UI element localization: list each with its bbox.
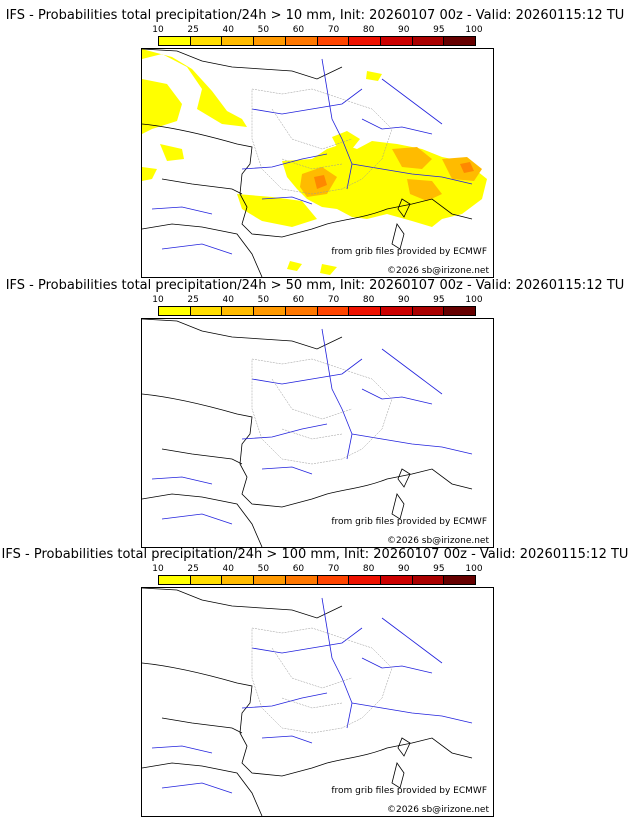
colorbar-swatch xyxy=(317,307,350,315)
map-100mm: from grib files provided by ECMWF ©2026 … xyxy=(141,587,494,817)
colorbar-swatch xyxy=(159,576,191,584)
colorbar-swatch xyxy=(317,576,350,584)
colorbar-tick-label: 25 xyxy=(187,295,199,305)
colorbar-tick-label: 25 xyxy=(187,25,199,35)
colorbar-tick-label: 90 xyxy=(398,25,410,35)
colorbar-tick-label: 70 xyxy=(327,25,340,35)
colorbar xyxy=(158,575,476,585)
coastlines xyxy=(142,588,473,816)
coastlines xyxy=(142,49,473,277)
colorbar-tick-label: 60 xyxy=(292,295,305,305)
colorbar-tick-label: 95 xyxy=(433,564,445,574)
copyright-text: ©2026 sb@irizone.net xyxy=(387,805,489,815)
colorbar-swatch xyxy=(159,307,191,315)
colorbar-tick-label: 25 xyxy=(187,564,199,574)
coastlines xyxy=(142,319,473,547)
colorbar-swatch xyxy=(317,37,350,45)
colorbar-swatch xyxy=(412,307,445,315)
colorbar-tick-label: 95 xyxy=(433,295,445,305)
panel-title: IFS - Probabilities total precipitation/… xyxy=(5,278,625,293)
borders xyxy=(251,88,393,195)
colorbar-swatch xyxy=(380,307,413,315)
colorbar-swatch xyxy=(159,37,191,45)
colorbar-tick-label: 90 xyxy=(398,564,410,574)
borders xyxy=(251,627,393,734)
colorbar-swatch xyxy=(190,307,223,315)
colorbar-tick-label: 80 xyxy=(362,25,375,35)
colorbar-tick-label: 90 xyxy=(398,295,410,305)
colorbar-swatch xyxy=(222,576,255,584)
colorbar-tick-label: 80 xyxy=(362,564,375,574)
colorbar-labels: 10 25 40 50 60 70 80 90 95 100 xyxy=(152,25,482,35)
colorbar-tick-label: 40 xyxy=(222,564,234,574)
colorbar-tick-label: 60 xyxy=(292,564,305,574)
colorbar-swatch xyxy=(349,307,381,315)
colorbar-tick-label: 100 xyxy=(465,564,483,574)
credit-text: from grib files provided by ECMWF xyxy=(331,786,487,796)
colorbar-swatch xyxy=(380,37,413,45)
panel-10mm: IFS - Probabilities total precipitation/… xyxy=(0,8,630,278)
rivers xyxy=(151,597,473,794)
copyright-text: ©2026 sb@irizone.net xyxy=(387,536,489,546)
colorbar-labels: 10 25 40 50 60 70 80 90 95 100 xyxy=(152,564,482,574)
colorbar-swatch xyxy=(190,37,223,45)
colorbar-swatch xyxy=(222,37,255,45)
colorbar-tick-label: 60 xyxy=(292,25,305,35)
colorbar-tick-label: 50 xyxy=(257,25,270,35)
colorbar-swatch xyxy=(254,576,286,584)
colorbar-tick-label: 50 xyxy=(257,295,270,305)
copyright-text: ©2026 sb@irizone.net xyxy=(387,266,489,276)
colorbar-swatch xyxy=(412,576,445,584)
colorbar-swatch xyxy=(285,37,318,45)
colorbar-tick-label: 95 xyxy=(433,25,445,35)
map-10mm: from grib files provided by ECMWF ©2026 … xyxy=(141,48,494,278)
map-50mm: from grib files provided by ECMWF ©2026 … xyxy=(141,318,494,548)
colorbar xyxy=(158,36,476,46)
map-svg xyxy=(142,319,473,547)
colorbar-tick-label: 10 xyxy=(152,25,164,35)
panel-50mm: IFS - Probabilities total precipitation/… xyxy=(0,278,630,548)
colorbar-tick-label: 40 xyxy=(222,25,234,35)
colorbar-tick-label: 50 xyxy=(257,564,270,574)
rivers xyxy=(151,58,473,255)
colorbar-tick-label: 10 xyxy=(152,564,164,574)
colorbar-swatch xyxy=(444,307,476,315)
panel-100mm: IFS - Probabilities total precipitation/… xyxy=(0,547,630,827)
colorbar-swatch xyxy=(285,307,318,315)
colorbar-swatch xyxy=(444,576,476,584)
colorbar-swatch xyxy=(412,37,445,45)
colorbar-swatch xyxy=(444,37,476,45)
colorbar-tick-label: 10 xyxy=(152,295,164,305)
borders xyxy=(251,358,393,465)
colorbar-swatch xyxy=(349,37,381,45)
colorbar-tick-label: 100 xyxy=(465,295,483,305)
colorbar-labels: 10 25 40 50 60 70 80 90 95 100 xyxy=(152,295,482,305)
colorbar-swatch xyxy=(285,576,318,584)
panel-title: IFS - Probabilities total precipitation/… xyxy=(5,8,625,23)
rivers xyxy=(151,328,473,525)
credit-text: from grib files provided by ECMWF xyxy=(331,247,487,257)
colorbar-swatch xyxy=(349,576,381,584)
credit-text: from grib files provided by ECMWF xyxy=(331,517,487,527)
precip-area xyxy=(142,49,487,275)
colorbar-swatch xyxy=(380,576,413,584)
colorbar-tick-label: 80 xyxy=(362,295,375,305)
colorbar-tick-label: 100 xyxy=(465,25,483,35)
colorbar-swatch xyxy=(254,37,286,45)
colorbar-tick-label: 70 xyxy=(327,295,340,305)
colorbar-swatch xyxy=(254,307,286,315)
colorbar xyxy=(158,306,476,316)
colorbar-swatch xyxy=(222,307,255,315)
map-svg xyxy=(142,49,487,277)
colorbar-tick-label: 70 xyxy=(327,564,340,574)
colorbar-tick-label: 40 xyxy=(222,295,234,305)
colorbar-swatch xyxy=(190,576,223,584)
map-svg xyxy=(142,588,473,816)
panel-title: IFS - Probabilities total precipitation/… xyxy=(1,547,629,562)
